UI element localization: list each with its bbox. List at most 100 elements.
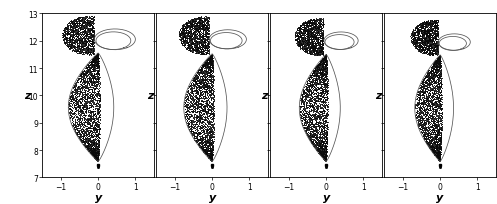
Point (189, 41, 197, 44)
Point (67, 114, 75, 117)
Point (205, 24, 213, 28)
Point (415, 96, 423, 100)
Point (195, 26, 203, 29)
Point (83, 122, 90, 125)
Point (200, 18, 208, 22)
Point (63, 32, 71, 35)
Point (312, 69, 320, 73)
Point (319, 68, 327, 71)
Point (297, 28, 305, 31)
Point (304, 24, 312, 28)
Point (83, 47, 90, 50)
Point (59, 33, 67, 36)
Point (432, 71, 440, 75)
Point (195, 37, 203, 40)
Point (437, 132, 445, 135)
Point (314, 49, 322, 53)
Point (201, 125, 209, 129)
Point (423, 118, 431, 121)
Point (432, 52, 440, 55)
Point (417, 85, 425, 89)
Point (316, 34, 324, 37)
Point (85, 16, 93, 19)
Point (430, 63, 438, 67)
Point (437, 95, 445, 99)
Point (418, 33, 426, 36)
Point (438, 107, 446, 110)
Point (420, 41, 428, 44)
Point (200, 109, 208, 112)
Point (91, 143, 99, 146)
Point (93, 157, 101, 160)
Point (318, 63, 326, 67)
Point (323, 134, 331, 137)
Point (308, 93, 316, 96)
Point (191, 44, 199, 47)
Point (426, 106, 434, 110)
Point (208, 76, 216, 80)
Point (85, 147, 93, 150)
Point (83, 47, 91, 50)
Point (195, 73, 203, 76)
Point (412, 41, 420, 45)
Point (423, 41, 431, 44)
Point (197, 19, 205, 23)
Point (318, 139, 326, 142)
Point (197, 36, 205, 39)
Point (195, 31, 203, 34)
Point (431, 50, 439, 53)
Point (310, 73, 318, 76)
Point (427, 109, 435, 113)
Point (430, 42, 438, 45)
Point (203, 86, 211, 90)
Point (415, 39, 423, 43)
Point (74, 33, 82, 37)
Point (96, 98, 104, 101)
Point (434, 158, 442, 161)
Point (91, 156, 99, 160)
Point (318, 134, 326, 137)
Point (90, 154, 98, 157)
Point (205, 121, 213, 125)
Point (302, 24, 310, 27)
Point (315, 68, 323, 71)
Point (320, 85, 328, 89)
Point (186, 93, 194, 96)
Point (75, 23, 83, 26)
Point (89, 88, 97, 92)
Point (73, 91, 81, 94)
Point (77, 26, 84, 29)
Point (321, 158, 329, 161)
Point (435, 154, 443, 157)
Point (196, 18, 204, 21)
Point (419, 43, 427, 47)
Point (421, 51, 429, 55)
Point (310, 50, 318, 53)
Point (434, 120, 442, 123)
Point (75, 109, 83, 113)
Point (196, 105, 204, 109)
Point (85, 29, 93, 32)
Point (320, 136, 328, 140)
Point (188, 47, 196, 51)
Point (70, 35, 78, 38)
Point (307, 74, 315, 77)
Point (179, 33, 187, 36)
Point (431, 46, 439, 50)
Point (422, 100, 430, 103)
Point (95, 104, 103, 107)
Point (93, 67, 101, 70)
Point (91, 153, 99, 156)
Point (88, 151, 96, 154)
Point (302, 40, 310, 43)
Point (315, 150, 323, 154)
Point (76, 121, 83, 124)
Point (190, 37, 198, 40)
Point (204, 87, 212, 90)
Point (193, 135, 201, 138)
Point (190, 102, 198, 105)
Point (313, 109, 321, 112)
Point (429, 108, 437, 112)
Point (84, 110, 92, 113)
Point (93, 156, 101, 159)
